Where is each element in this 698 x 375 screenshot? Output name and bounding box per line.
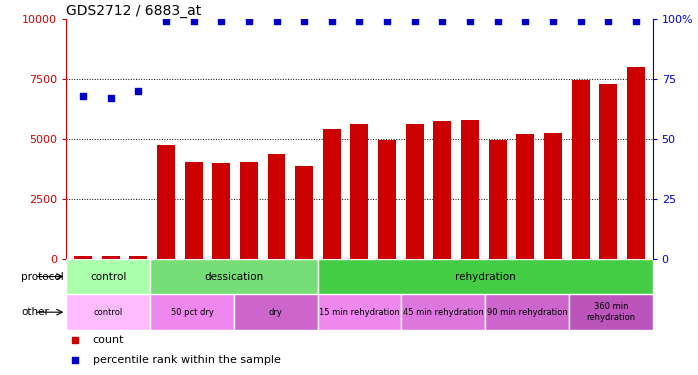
Point [437,18,448,24]
Bar [240,162,258,259]
Point [70,337,81,343]
Text: protocol: protocol [21,272,64,282]
Point [575,18,586,24]
Bar [378,140,396,259]
Text: other: other [21,307,49,317]
Bar [157,145,175,259]
Bar [406,124,424,259]
Bar [401,294,485,330]
Point [630,18,641,24]
Point [492,18,503,24]
Bar [129,256,147,259]
Point [520,18,531,24]
Point [354,18,365,24]
Bar [318,294,401,330]
Text: control: control [94,308,123,316]
Text: 15 min rehydration: 15 min rehydration [319,308,400,316]
Point [133,88,144,94]
Bar [66,294,150,330]
Bar [627,67,645,259]
Point [77,93,89,99]
Point [299,18,310,24]
Bar [572,80,590,259]
Point [382,18,393,24]
Point [216,18,227,24]
Bar [150,294,234,330]
Bar [295,166,313,259]
Bar [489,140,507,259]
Text: count: count [93,335,124,345]
Text: dessication: dessication [205,272,263,282]
Bar [318,259,653,294]
Text: rehydration: rehydration [454,272,516,282]
Bar [212,163,230,259]
Bar [461,120,479,259]
Bar [74,256,92,259]
Point [70,357,81,363]
Point [271,18,282,24]
Bar [102,256,119,259]
Point [547,18,558,24]
Point [244,18,255,24]
Text: GDS2712 / 6883_at: GDS2712 / 6883_at [66,4,202,18]
Point [326,18,337,24]
Bar [150,259,318,294]
Bar [433,121,452,259]
Bar [184,162,202,259]
Bar [600,84,617,259]
Point [188,18,199,24]
Text: 90 min rehydration: 90 min rehydration [487,308,567,316]
Bar [66,259,150,294]
Bar [267,154,285,259]
Point [409,18,420,24]
Point [105,95,116,101]
Bar [485,294,569,330]
Point [464,18,475,24]
Point [603,18,614,24]
Text: 360 min
rehydration: 360 min rehydration [586,303,635,322]
Text: 45 min rehydration: 45 min rehydration [403,308,484,316]
Text: percentile rank within the sample: percentile rank within the sample [93,356,281,365]
Text: 50 pct dry: 50 pct dry [170,308,214,316]
Bar [322,129,341,259]
Bar [234,294,318,330]
Bar [350,124,369,259]
Bar [544,133,562,259]
Text: control: control [90,272,126,282]
Bar [517,134,535,259]
Point [161,18,172,24]
Bar [569,294,653,330]
Text: dry: dry [269,308,283,316]
